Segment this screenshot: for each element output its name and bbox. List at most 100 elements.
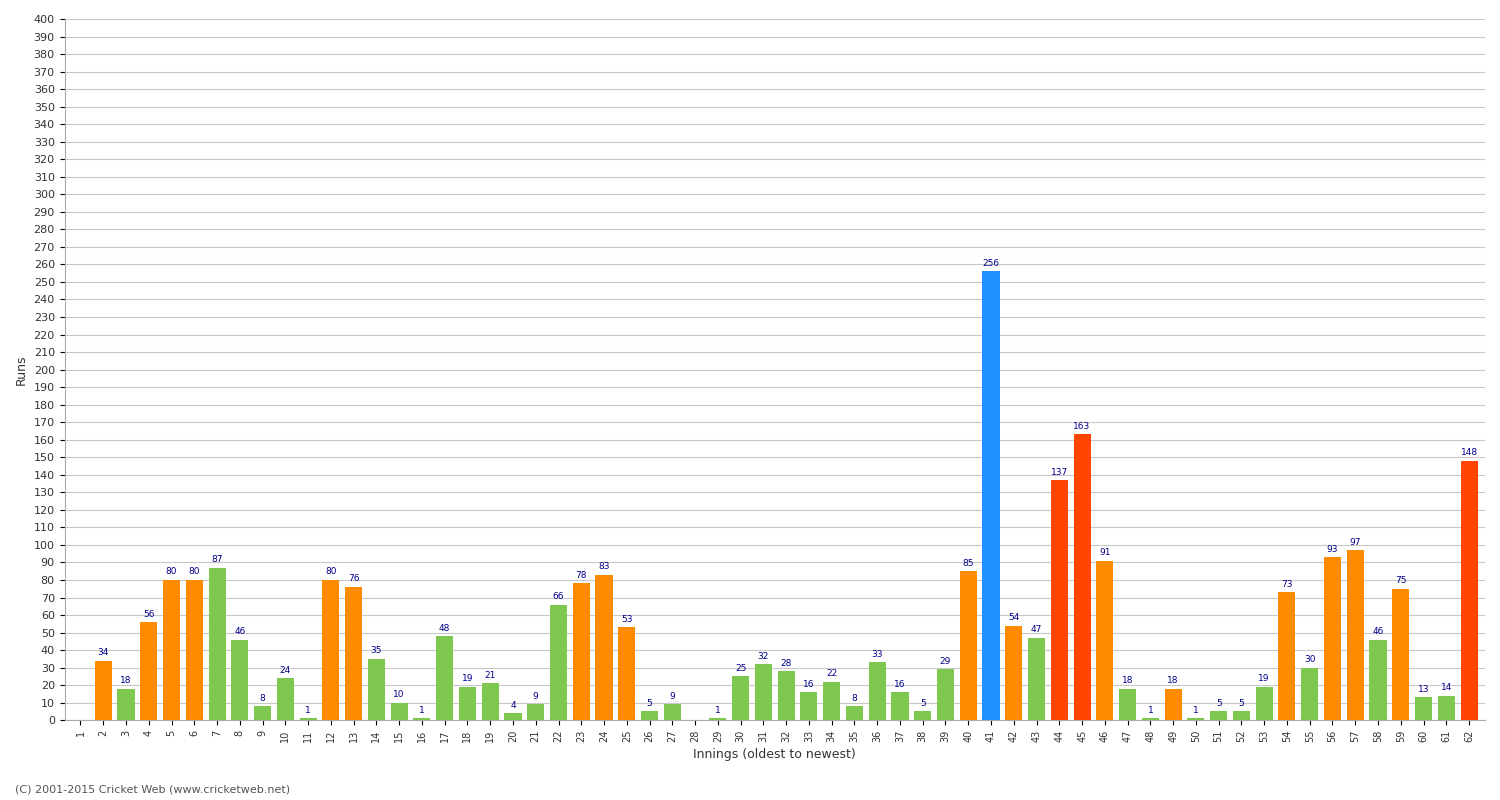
Text: 16: 16 bbox=[802, 680, 814, 689]
Bar bbox=[1028, 638, 1045, 720]
Text: 1: 1 bbox=[419, 706, 424, 715]
Text: 21: 21 bbox=[484, 671, 496, 680]
Bar bbox=[436, 636, 453, 720]
Y-axis label: Runs: Runs bbox=[15, 354, 28, 385]
Text: 10: 10 bbox=[393, 690, 405, 699]
Text: 80: 80 bbox=[189, 567, 200, 577]
Text: 97: 97 bbox=[1350, 538, 1360, 546]
Text: 25: 25 bbox=[735, 664, 747, 673]
Bar bbox=[550, 605, 567, 720]
Bar bbox=[846, 706, 862, 720]
Text: 163: 163 bbox=[1074, 422, 1090, 431]
Bar bbox=[526, 705, 544, 720]
Text: 1: 1 bbox=[716, 706, 720, 715]
Bar bbox=[640, 711, 658, 720]
Text: 54: 54 bbox=[1008, 613, 1020, 622]
Bar bbox=[868, 662, 885, 720]
Text: 34: 34 bbox=[98, 648, 109, 657]
Bar bbox=[938, 670, 954, 720]
Bar bbox=[710, 718, 726, 720]
Bar bbox=[1142, 718, 1160, 720]
Bar bbox=[209, 568, 225, 720]
Bar bbox=[1392, 589, 1410, 720]
Bar bbox=[164, 580, 180, 720]
Bar bbox=[300, 718, 316, 720]
Bar bbox=[1188, 718, 1204, 720]
Bar bbox=[914, 711, 932, 720]
Text: 28: 28 bbox=[780, 658, 792, 668]
Text: 93: 93 bbox=[1326, 545, 1338, 554]
Text: 32: 32 bbox=[758, 652, 770, 661]
Text: 29: 29 bbox=[940, 657, 951, 666]
Text: 9: 9 bbox=[669, 692, 675, 701]
Text: 47: 47 bbox=[1030, 626, 1042, 634]
Bar bbox=[982, 271, 999, 720]
Bar bbox=[1278, 592, 1296, 720]
Bar bbox=[1164, 689, 1182, 720]
Text: 35: 35 bbox=[370, 646, 382, 655]
X-axis label: Innings (oldest to newest): Innings (oldest to newest) bbox=[693, 748, 856, 761]
Text: 75: 75 bbox=[1395, 576, 1407, 586]
Bar bbox=[140, 622, 158, 720]
Text: 91: 91 bbox=[1100, 548, 1110, 557]
Bar bbox=[368, 659, 386, 720]
Text: 19: 19 bbox=[462, 674, 472, 683]
Bar bbox=[278, 678, 294, 720]
Text: 13: 13 bbox=[1418, 685, 1430, 694]
Text: 5: 5 bbox=[646, 699, 652, 708]
Bar bbox=[596, 574, 612, 720]
Text: 87: 87 bbox=[211, 555, 223, 564]
Text: 46: 46 bbox=[234, 627, 246, 636]
Text: 5: 5 bbox=[1216, 699, 1221, 708]
Bar bbox=[1233, 711, 1250, 720]
Bar bbox=[618, 627, 636, 720]
Text: 5: 5 bbox=[920, 699, 926, 708]
Text: 18: 18 bbox=[1167, 676, 1179, 685]
Bar bbox=[94, 661, 112, 720]
Text: 18: 18 bbox=[1122, 676, 1134, 685]
Text: 19: 19 bbox=[1258, 674, 1270, 683]
Text: 5: 5 bbox=[1239, 699, 1245, 708]
Text: 30: 30 bbox=[1304, 655, 1316, 664]
Text: 53: 53 bbox=[621, 615, 633, 624]
Text: 78: 78 bbox=[576, 571, 586, 580]
Bar bbox=[459, 687, 476, 720]
Text: 80: 80 bbox=[166, 567, 177, 577]
Text: 256: 256 bbox=[982, 259, 999, 268]
Text: 148: 148 bbox=[1461, 448, 1478, 458]
Text: 137: 137 bbox=[1050, 467, 1068, 477]
Bar bbox=[777, 671, 795, 720]
Text: 66: 66 bbox=[554, 592, 564, 601]
Text: 8: 8 bbox=[852, 694, 858, 702]
Text: 33: 33 bbox=[871, 650, 883, 659]
Bar bbox=[1074, 434, 1090, 720]
Text: 48: 48 bbox=[440, 623, 450, 633]
Text: 22: 22 bbox=[827, 669, 837, 678]
Text: 16: 16 bbox=[894, 680, 906, 689]
Bar bbox=[664, 705, 681, 720]
Bar bbox=[1119, 689, 1136, 720]
Bar bbox=[1052, 480, 1068, 720]
Bar bbox=[117, 689, 135, 720]
Bar bbox=[573, 583, 590, 720]
Bar bbox=[1256, 687, 1272, 720]
Bar bbox=[504, 714, 522, 720]
Text: 18: 18 bbox=[120, 676, 132, 685]
Bar bbox=[186, 580, 202, 720]
Bar bbox=[1347, 550, 1364, 720]
Bar bbox=[1324, 557, 1341, 720]
Bar bbox=[1438, 696, 1455, 720]
Text: 1: 1 bbox=[304, 706, 310, 715]
Text: 8: 8 bbox=[260, 694, 266, 702]
Text: 14: 14 bbox=[1440, 683, 1452, 692]
Bar bbox=[1370, 639, 1386, 720]
Text: 73: 73 bbox=[1281, 580, 1293, 589]
Bar bbox=[1210, 711, 1227, 720]
Bar bbox=[824, 682, 840, 720]
Text: 1: 1 bbox=[1192, 706, 1198, 715]
Text: (C) 2001-2015 Cricket Web (www.cricketweb.net): (C) 2001-2015 Cricket Web (www.cricketwe… bbox=[15, 784, 290, 794]
Bar bbox=[345, 587, 362, 720]
Text: 9: 9 bbox=[532, 692, 538, 701]
Text: 80: 80 bbox=[326, 567, 336, 577]
Bar bbox=[1414, 698, 1432, 720]
